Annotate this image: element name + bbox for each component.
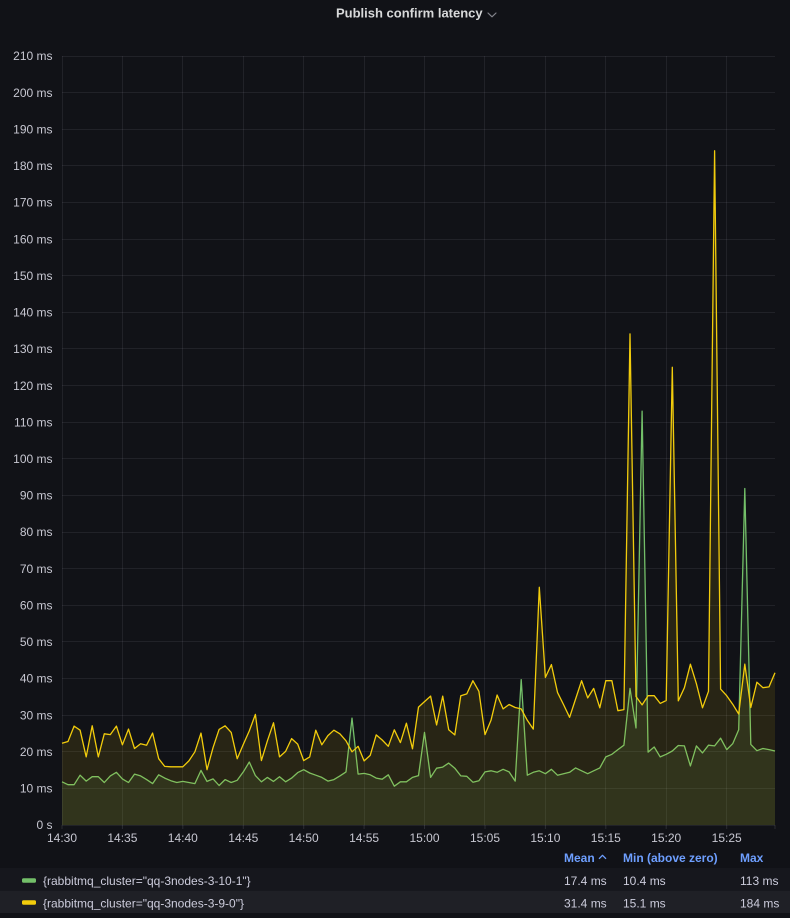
svg-text:14:50: 14:50 (289, 831, 319, 845)
svg-text:{rabbitmq_cluster="qq-3nodes-3: {rabbitmq_cluster="qq-3nodes-3-9-0"} (43, 897, 244, 911)
svg-text:190 ms: 190 ms (13, 122, 52, 136)
svg-text:170 ms: 170 ms (13, 196, 52, 210)
svg-text:15:10: 15:10 (530, 831, 560, 845)
svg-text:210 ms: 210 ms (13, 49, 52, 63)
svg-text:140 ms: 140 ms (13, 306, 52, 320)
svg-text:14:30: 14:30 (47, 831, 77, 845)
svg-text:10 ms: 10 ms (20, 782, 53, 796)
svg-text:Publish confirm latency: Publish confirm latency (336, 5, 483, 20)
svg-text:15:00: 15:00 (409, 831, 439, 845)
svg-text:100 ms: 100 ms (13, 452, 52, 466)
svg-text:90 ms: 90 ms (20, 489, 53, 503)
svg-text:20 ms: 20 ms (20, 745, 53, 759)
svg-text:15:25: 15:25 (712, 831, 742, 845)
svg-text:{rabbitmq_cluster="qq-3nodes-3: {rabbitmq_cluster="qq-3nodes-3-10-1"} (43, 874, 251, 888)
svg-text:Min (above zero): Min (above zero) (623, 851, 718, 865)
svg-text:14:55: 14:55 (349, 831, 379, 845)
svg-text:120 ms: 120 ms (13, 379, 52, 393)
svg-text:200 ms: 200 ms (13, 86, 52, 100)
svg-text:30 ms: 30 ms (20, 708, 53, 722)
svg-text:60 ms: 60 ms (20, 599, 53, 613)
svg-text:184 ms: 184 ms (740, 897, 779, 911)
svg-text:160 ms: 160 ms (13, 232, 52, 246)
svg-text:50 ms: 50 ms (20, 635, 53, 649)
svg-text:150 ms: 150 ms (13, 269, 52, 283)
svg-text:31.4 ms: 31.4 ms (564, 897, 607, 911)
svg-text:10.4 ms: 10.4 ms (623, 874, 666, 888)
svg-text:15:05: 15:05 (470, 831, 500, 845)
svg-text:15:20: 15:20 (651, 831, 681, 845)
svg-text:Mean: Mean (564, 851, 595, 865)
svg-text:15:15: 15:15 (591, 831, 621, 845)
svg-text:80 ms: 80 ms (20, 525, 53, 539)
svg-text:15.1 ms: 15.1 ms (623, 897, 666, 911)
svg-text:17.4 ms: 17.4 ms (564, 874, 607, 888)
svg-text:14:40: 14:40 (168, 831, 198, 845)
svg-text:14:35: 14:35 (107, 831, 137, 845)
svg-text:110 ms: 110 ms (14, 415, 52, 429)
svg-text:40 ms: 40 ms (20, 672, 53, 686)
svg-text:Max: Max (740, 851, 764, 865)
svg-text:180 ms: 180 ms (13, 159, 52, 173)
svg-text:0 s: 0 s (36, 818, 52, 832)
svg-text:113 ms: 113 ms (740, 874, 778, 888)
svg-text:130 ms: 130 ms (13, 342, 52, 356)
svg-text:14:45: 14:45 (228, 831, 258, 845)
svg-text:70 ms: 70 ms (20, 562, 53, 576)
